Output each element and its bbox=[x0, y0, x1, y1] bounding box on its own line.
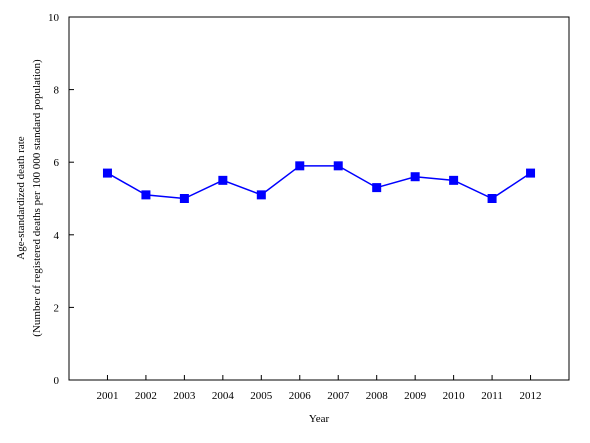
y-tick-label: 10 bbox=[48, 12, 60, 24]
data-point-2006 bbox=[295, 161, 305, 171]
data-point-2002 bbox=[141, 190, 151, 200]
x-axis: 2001 2002 2003 2004 2005 2006 2007 2008 2009 2010… bbox=[96, 375, 542, 402]
data-point-2008 bbox=[372, 183, 382, 193]
x-tick-label: 2005 bbox=[250, 390, 273, 402]
x-tick-label: 2009 bbox=[404, 390, 427, 402]
x-tick-label: 2012 bbox=[520, 390, 542, 402]
data-point-2009 bbox=[410, 172, 420, 182]
data-point-2005 bbox=[256, 190, 266, 200]
y-axis-title: Age-standardized death rate (Number of r… bbox=[15, 59, 43, 337]
x-tick-label: 2003 bbox=[173, 390, 196, 402]
data-point-2007 bbox=[333, 161, 343, 171]
y-tick-label: 6 bbox=[54, 157, 60, 169]
data-point-2011 bbox=[487, 194, 497, 203]
x-tick-label: 2007 bbox=[327, 390, 350, 402]
data-points bbox=[102, 161, 536, 203]
data-point-2003 bbox=[179, 194, 189, 203]
x-tick-label: 2004 bbox=[212, 390, 235, 402]
y-tick-label: 8 bbox=[54, 85, 60, 97]
x-axis-title: Year bbox=[309, 413, 330, 425]
series-line bbox=[107, 165, 531, 200]
x-tick-label: 2011 bbox=[481, 390, 503, 402]
x-tick-label: 2008 bbox=[366, 390, 389, 402]
y-tick-label: 0 bbox=[54, 375, 60, 387]
data-point-2012 bbox=[526, 168, 536, 178]
x-tick-label: 2010 bbox=[443, 390, 466, 402]
y-axis: 0 2 4 6 8 10 bbox=[48, 12, 74, 387]
y-tick-label: 4 bbox=[54, 230, 60, 242]
x-tick-label: 2001 bbox=[96, 390, 118, 402]
data-point-2001 bbox=[102, 168, 112, 178]
x-tick-label: 2006 bbox=[289, 390, 312, 402]
plot-frame bbox=[68, 16, 570, 381]
x-tick-label: 2002 bbox=[135, 390, 157, 402]
data-point-2010 bbox=[449, 175, 459, 185]
y-tick-label: 2 bbox=[54, 302, 60, 314]
y-axis-title-line-2: (Number of registered deaths per 100 000… bbox=[31, 59, 43, 337]
y-axis-title-line-1: Age-standardized death rate bbox=[15, 136, 27, 259]
data-point-2004 bbox=[218, 175, 228, 185]
